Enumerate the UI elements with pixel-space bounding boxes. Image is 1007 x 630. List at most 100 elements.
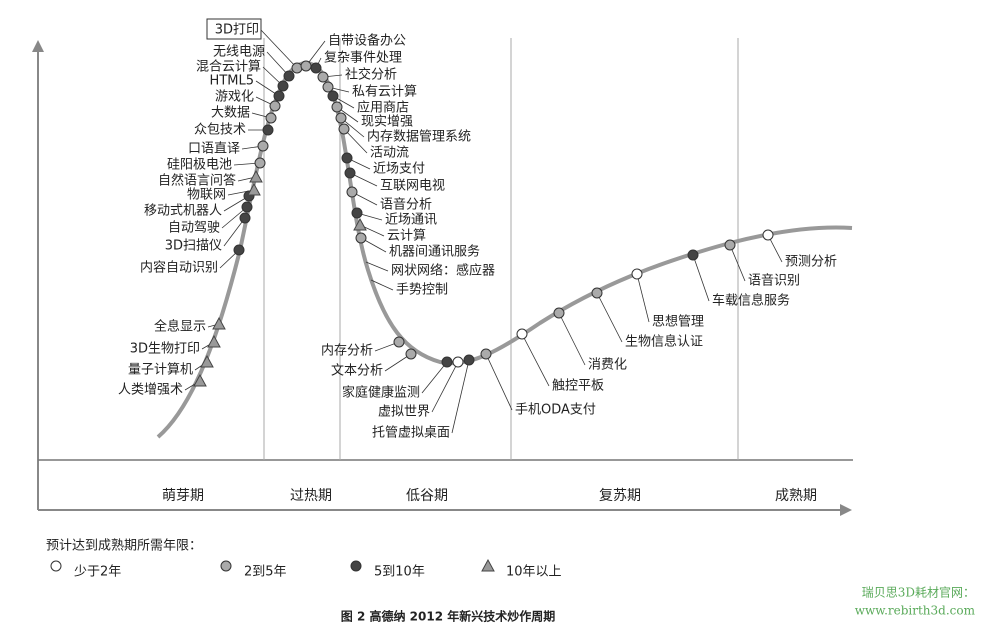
marker-triangle [247,182,261,196]
node-label: 机器间通讯服务 [389,244,480,260]
marker-dark [350,560,362,572]
marker-dark [463,354,475,366]
marker-gray [405,348,417,360]
phase-labels: 萌芽期 过热期 低谷期 复苏期 成熟期 [162,487,817,504]
node-label: 现实增强 [361,115,413,130]
marker-dark [344,167,356,179]
legend-label: 2到5年 [244,565,287,580]
node-label: 网状网络：感应器 [391,263,495,279]
node-label: 触控平板 [552,379,604,394]
watermark: www.rebirth3d.com [855,604,976,618]
phase-label: 成熟期 [775,488,817,504]
marker-white [50,560,62,572]
marker-triangle [207,334,221,348]
marker-gray [317,71,329,83]
caption: 图 2 高德纳 2012 年新兴技术炒作周期 [341,609,555,624]
node-label: 全息显示 [154,319,206,335]
marker-triangle [200,354,214,368]
marker-gray [265,112,277,124]
node-label: 消费化 [588,358,627,373]
marker-triangle [481,558,495,572]
axes [32,40,853,516]
node-label: 人类增强术 [118,383,183,398]
marker-gray [257,140,269,152]
leader-line [558,312,586,366]
node-label: 托管虚拟桌面 [372,426,450,441]
marker-dark [239,212,251,224]
node-label: 生物信息认证 [625,334,703,350]
node-label: 3D打印 [215,23,259,38]
node-label: 近场支付 [373,162,425,177]
leader-line [521,333,550,387]
node-label: 游戏化 [215,90,254,105]
marker-dark [273,90,285,102]
marker-white [762,229,774,241]
marker-gray [480,348,492,360]
node-label: 硅阳极电池 [167,158,232,173]
node-label: HTML5 [210,74,254,89]
node-label: 社交分析 [345,67,397,83]
leader-line [370,279,394,291]
marker-dark [283,70,295,82]
leader-line [692,254,710,302]
node-label: 口语直译 [188,142,240,157]
node-label: 移动式机器人 [144,204,222,219]
leader-line [260,29,298,69]
phase-label: 萌芽期 [162,488,204,504]
phase-label: 低谷期 [406,488,448,504]
leader-line [365,261,389,272]
marker-triangle [353,217,367,231]
hype-curve [156,61,853,439]
marker-gray [291,62,303,74]
marker-gray [338,123,350,135]
marker-triangle [212,316,226,330]
marker-gray [724,239,736,251]
marker-dark [327,90,339,102]
legend: 少于2年 2到5年 5到10年 10年以上 [50,558,562,580]
node-label: 应用商店 [357,100,409,116]
marker-triangle [193,373,207,387]
node-label: 语音识别 [748,273,800,289]
marker-gray [355,232,367,244]
marker-dark [262,124,274,136]
legend-label: 5到10年 [374,565,425,580]
node-label: 物联网 [187,188,226,203]
marker-gray [254,157,266,169]
legend-title: 预计达到成熟期所需年限： [46,538,202,554]
node-label: 文本分析 [331,364,383,379]
node-label: 思想管理 [652,314,704,330]
watermark: 瑞贝思3D耗材官网： [862,585,975,600]
leader-line [343,128,368,154]
marker-gray [269,100,281,112]
marker-dark [341,152,353,164]
marker-dark [233,244,245,256]
leader-line [227,189,255,196]
node-label: 云计算 [387,229,426,244]
node-label: 量子计算机 [128,363,193,378]
marker-dark [687,249,699,261]
node-label: 手势控制 [396,282,448,298]
node-label: 无线电源 [213,45,265,60]
node-label: 车载信息服务 [712,293,790,309]
node-label: 家庭健康监测 [342,385,420,401]
leader-line [451,359,470,434]
technology-nodes: 人类增强术 量子计算机 3D生物打印 全息显示 内容自动识别 3D扫描仪 自动驾驶 移动式机器… [118,23,837,441]
node-label: 众包技术 [194,123,246,138]
highlight-box [206,18,262,40]
node-label: 自带设备办公 [328,33,406,49]
node-label: 3D生物打印 [130,342,200,357]
node-label: 私有云计算 [352,85,417,100]
marker-gray [220,560,232,572]
marker-white [516,328,528,340]
node-label: 混合云计算 [196,60,261,75]
marker-dark [310,62,322,74]
phase-label: 过热期 [290,488,332,504]
node-label: 预测分析 [785,255,837,270]
node-label: 内存分析 [321,343,373,359]
node-label: 互联网电视 [380,179,445,194]
phase-label: 复苏期 [599,487,641,504]
leader-line [729,244,746,282]
marker-triangle [249,169,263,183]
leader-line [596,292,623,343]
